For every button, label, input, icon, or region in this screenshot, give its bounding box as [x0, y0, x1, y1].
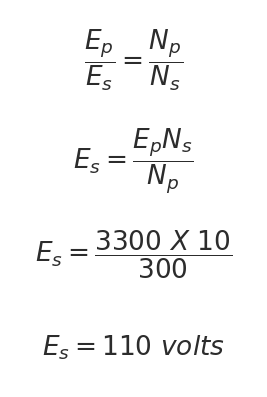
Text: $E_s = \dfrac{3300 \ X \ 10}{300}$: $E_s = \dfrac{3300 \ X \ 10}{300}$ [35, 228, 232, 281]
Text: $\dfrac{E_p}{E_s} = \dfrac{N_p}{N_s}$: $\dfrac{E_p}{E_s} = \dfrac{N_p}{N_s}$ [84, 28, 183, 93]
Text: $E_s = 110 \ \mathit{volts}$: $E_s = 110 \ \mathit{volts}$ [42, 333, 225, 362]
Text: $E_s = \dfrac{E_p N_s}{N_p}$: $E_s = \dfrac{E_p N_s}{N_p}$ [73, 127, 194, 196]
